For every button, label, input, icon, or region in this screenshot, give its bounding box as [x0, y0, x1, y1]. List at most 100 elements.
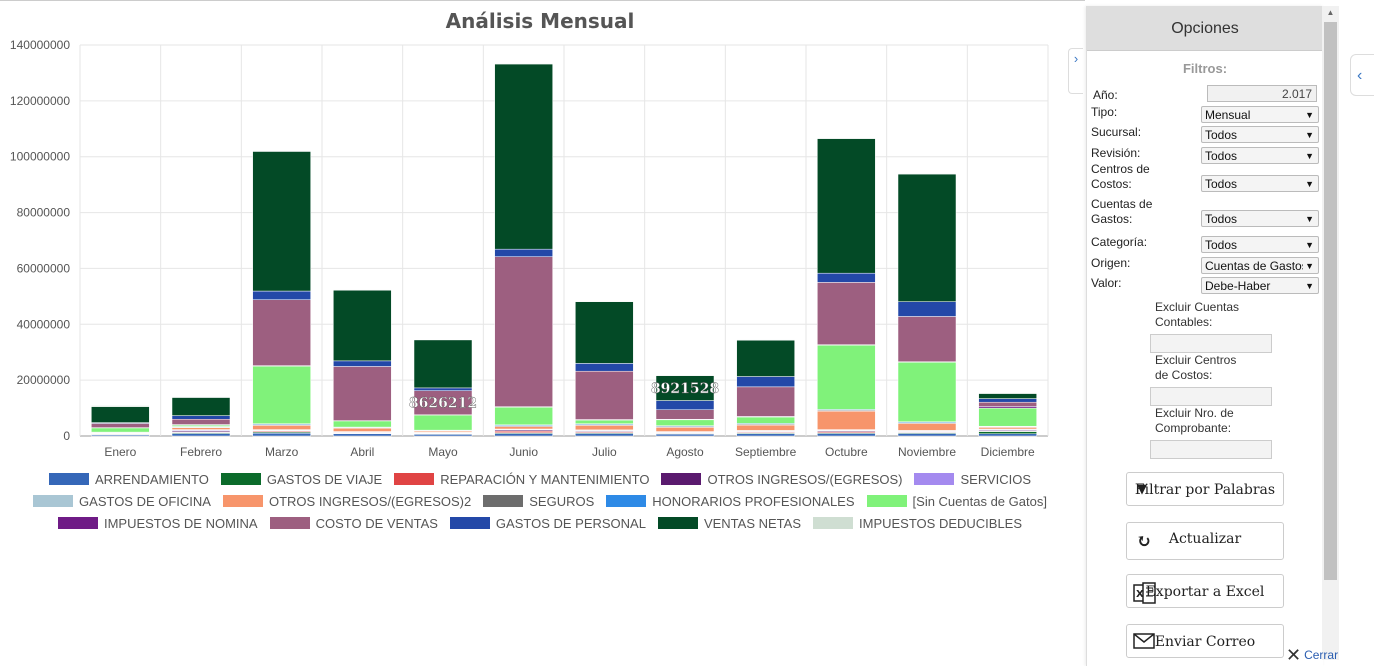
legend-item[interactable]: HONORARIOS PROFESIONALES — [606, 494, 854, 509]
bar-segment[interactable] — [91, 428, 149, 432]
bar-segment[interactable] — [656, 401, 714, 410]
exclude-input[interactable] — [1150, 387, 1272, 406]
bar-segment[interactable] — [172, 416, 230, 420]
bar-segment[interactable] — [495, 63, 553, 64]
close-link[interactable]: ✕Cerrar — [1286, 645, 1338, 666]
bar-segment[interactable] — [495, 249, 553, 257]
bar-segment[interactable] — [414, 434, 472, 436]
bar-segment[interactable] — [333, 434, 391, 436]
scroll-up-icon[interactable]: ▲ — [1322, 6, 1339, 20]
bar-segment[interactable] — [172, 419, 230, 424]
bar-segment[interactable] — [253, 433, 311, 436]
bar-segment[interactable] — [575, 301, 633, 302]
bar-segment[interactable] — [737, 340, 795, 376]
bar-segment[interactable] — [737, 377, 795, 387]
bar-segment[interactable] — [253, 291, 311, 300]
exclude-input[interactable] — [1150, 334, 1272, 353]
export-excel-button[interactable]: X Exportar a Excel — [1126, 574, 1284, 608]
bar-segment[interactable] — [656, 427, 714, 431]
bar-segment[interactable] — [898, 173, 956, 174]
bar-segment[interactable] — [414, 388, 472, 391]
legend-item[interactable]: [Sin Cuentas de Gatos] — [867, 494, 1047, 509]
bar-segment[interactable] — [575, 371, 633, 419]
bar-segment[interactable] — [91, 407, 149, 423]
legend-item[interactable]: IMPUESTOS DE NOMINA — [58, 516, 258, 531]
bar-segment[interactable] — [656, 375, 714, 376]
bar-segment[interactable] — [495, 407, 553, 425]
bar-segment[interactable] — [979, 406, 1037, 408]
bar-segment[interactable] — [575, 433, 633, 436]
bar-segment[interactable] — [979, 394, 1037, 399]
bar-segment[interactable] — [495, 427, 553, 430]
bar-segment[interactable] — [817, 273, 875, 282]
bar-segment[interactable] — [979, 432, 1037, 434]
bar-segment[interactable] — [656, 434, 714, 436]
bar-segment[interactable] — [898, 362, 956, 421]
legend-item[interactable]: GASTOS DE PERSONAL — [450, 516, 646, 531]
bar-segment[interactable] — [979, 427, 1037, 429]
legend-item[interactable]: ARRENDAMIENTO — [49, 472, 209, 487]
bar-segment[interactable] — [898, 316, 956, 361]
bar-segment[interactable] — [414, 415, 472, 430]
legend-item[interactable]: VENTAS NETAS — [658, 516, 801, 531]
chevron-right-icon[interactable]: › — [1068, 48, 1083, 94]
bar-segment[interactable] — [91, 423, 149, 427]
bar-segment[interactable] — [979, 434, 1037, 436]
legend-item[interactable]: GASTOS DE VIAJE — [221, 472, 382, 487]
bar-segment[interactable] — [575, 425, 633, 429]
legend-item[interactable]: GASTOS DE OFICINA — [33, 494, 211, 509]
bar-segment[interactable] — [172, 397, 230, 415]
bar-segment[interactable] — [817, 433, 875, 436]
bar-segment[interactable] — [253, 425, 311, 429]
bar-segment[interactable] — [737, 417, 795, 423]
filter-select[interactable]: Cuentas de Gastos▼ — [1201, 257, 1319, 274]
bar-segment[interactable] — [495, 433, 553, 436]
bar-segment[interactable] — [172, 428, 230, 430]
bar-segment[interactable] — [898, 423, 956, 430]
filter-select[interactable]: Mensual▼ — [1201, 106, 1319, 123]
bar-segment[interactable] — [979, 408, 1037, 426]
scroll-thumb[interactable] — [1324, 22, 1337, 580]
bar-segment[interactable] — [575, 420, 633, 424]
bar-segment[interactable] — [817, 282, 875, 344]
bar-segment[interactable] — [817, 139, 875, 274]
filter-words-button[interactable]: ▼ Filtrar por Palabras — [1126, 472, 1284, 506]
bar-segment[interactable] — [979, 393, 1037, 394]
legend-item[interactable]: REPARACIÓN Y MANTENIMIENTO — [394, 472, 649, 487]
bar-segment[interactable] — [333, 421, 391, 427]
bar-segment[interactable] — [495, 64, 553, 249]
chevron-left-icon[interactable]: ‹ — [1350, 54, 1374, 96]
panel-scrollbar[interactable]: ▲ — [1322, 6, 1339, 660]
filter-select[interactable]: Debe-Haber▼ — [1201, 277, 1319, 294]
bar-segment[interactable] — [737, 425, 795, 430]
bar-segment[interactable] — [172, 433, 230, 436]
bar-segment[interactable] — [817, 138, 875, 139]
bar-segment[interactable] — [898, 302, 956, 317]
legend-item[interactable]: IMPUESTOS DEDUCIBLES — [813, 516, 1022, 531]
bar-segment[interactable] — [253, 151, 311, 152]
legend-item[interactable]: COSTO DE VENTAS — [270, 516, 438, 531]
bar-segment[interactable] — [333, 361, 391, 367]
filter-select[interactable]: Todos▼ — [1201, 175, 1319, 192]
bar-segment[interactable] — [737, 387, 795, 417]
bar-segment[interactable] — [575, 302, 633, 364]
bar-segment[interactable] — [333, 366, 391, 420]
filter-select[interactable]: Todos▼ — [1201, 236, 1319, 253]
bar-segment[interactable] — [91, 406, 149, 407]
bar-segment[interactable] — [333, 290, 391, 361]
bar-segment[interactable] — [575, 363, 633, 371]
bar-segment[interactable] — [656, 420, 714, 426]
bar-segment[interactable] — [253, 151, 311, 291]
bar-segment[interactable] — [737, 340, 795, 341]
filter-select[interactable]: Todos▼ — [1201, 126, 1319, 143]
legend-item[interactable]: SEGUROS — [483, 494, 594, 509]
bar-segment[interactable] — [495, 257, 553, 407]
filter-select[interactable]: Todos▼ — [1201, 147, 1319, 164]
legend-item[interactable]: OTROS INGRESOS/(EGRESOS)2 — [223, 494, 471, 509]
bar-segment[interactable] — [253, 366, 311, 424]
legend-item[interactable]: OTROS INGRESOS/(EGRESOS) — [661, 472, 902, 487]
bar-segment[interactable] — [898, 433, 956, 436]
bar-segment[interactable] — [414, 340, 472, 388]
bar-segment[interactable] — [979, 399, 1037, 403]
exclude-input[interactable] — [1150, 440, 1272, 459]
